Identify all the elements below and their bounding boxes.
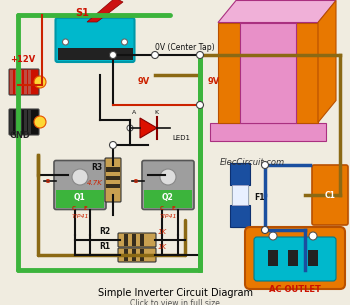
Circle shape — [269, 232, 277, 240]
FancyBboxPatch shape — [54, 160, 106, 210]
Polygon shape — [87, 0, 123, 22]
Text: A: A — [132, 110, 136, 115]
Text: E: E — [84, 206, 88, 210]
FancyBboxPatch shape — [312, 165, 348, 225]
Text: C: C — [72, 206, 76, 210]
Bar — [23, 110, 27, 134]
Circle shape — [110, 52, 117, 59]
Text: B: B — [134, 179, 138, 184]
Text: B: B — [46, 179, 50, 184]
Bar — [28, 110, 31, 134]
Text: 0V (Center Tap): 0V (Center Tap) — [155, 44, 215, 52]
Bar — [19, 110, 22, 134]
FancyBboxPatch shape — [118, 233, 156, 247]
Text: Q1: Q1 — [74, 193, 86, 202]
Circle shape — [34, 76, 46, 88]
Text: 1K: 1K — [158, 229, 167, 235]
Bar — [240, 23, 296, 123]
Bar — [14, 110, 18, 134]
Circle shape — [196, 52, 203, 59]
Bar — [23, 70, 27, 94]
Text: GND: GND — [10, 131, 31, 140]
FancyBboxPatch shape — [142, 160, 194, 210]
Text: ElecCircuit.com: ElecCircuit.com — [220, 158, 285, 167]
Polygon shape — [318, 1, 336, 123]
Text: 9V: 9V — [138, 77, 150, 87]
Text: C1: C1 — [324, 191, 335, 199]
Polygon shape — [218, 1, 336, 23]
Text: +12V: +12V — [10, 55, 35, 64]
Text: R1: R1 — [99, 242, 110, 251]
FancyBboxPatch shape — [245, 227, 345, 289]
Bar — [230, 163, 250, 185]
Bar — [140, 234, 144, 246]
Bar — [14, 70, 18, 94]
Text: F1: F1 — [254, 193, 265, 202]
Text: AC OUTLET: AC OUTLET — [269, 285, 321, 294]
Bar — [106, 167, 120, 172]
Circle shape — [121, 39, 127, 45]
Circle shape — [309, 232, 317, 240]
Circle shape — [34, 116, 46, 128]
Bar — [10, 70, 13, 94]
Text: C: C — [160, 206, 164, 210]
Circle shape — [261, 227, 268, 234]
Circle shape — [110, 142, 117, 149]
Circle shape — [152, 52, 159, 59]
Bar — [218, 23, 240, 123]
FancyBboxPatch shape — [9, 109, 39, 135]
Text: Simple Inverter Circuit Diagram: Simple Inverter Circuit Diagram — [98, 288, 252, 298]
Bar — [268, 250, 278, 266]
FancyBboxPatch shape — [118, 248, 156, 262]
Bar — [19, 70, 22, 94]
Bar — [296, 23, 318, 123]
Circle shape — [127, 125, 133, 131]
Bar — [132, 234, 136, 246]
Bar — [124, 234, 128, 246]
Bar — [140, 249, 144, 261]
Text: 9V: 9V — [208, 77, 220, 87]
Bar — [132, 249, 136, 261]
FancyBboxPatch shape — [9, 69, 39, 95]
Bar — [232, 163, 248, 227]
FancyBboxPatch shape — [105, 158, 121, 202]
Polygon shape — [140, 118, 157, 138]
Bar — [124, 249, 128, 261]
Bar — [10, 110, 13, 134]
Circle shape — [261, 162, 268, 168]
Text: Click to view in full size: Click to view in full size — [130, 299, 220, 305]
Text: LED1: LED1 — [172, 135, 190, 141]
Text: TIP41: TIP41 — [71, 214, 89, 218]
Bar — [106, 176, 120, 180]
Text: E: E — [172, 206, 176, 210]
Bar — [57, 48, 133, 60]
Bar — [308, 250, 318, 266]
Bar — [230, 205, 250, 227]
Circle shape — [160, 169, 176, 185]
Text: Q2: Q2 — [162, 193, 174, 202]
FancyBboxPatch shape — [254, 237, 336, 281]
Text: TIP41: TIP41 — [159, 214, 177, 218]
Circle shape — [72, 169, 88, 185]
Text: R2: R2 — [99, 227, 110, 236]
Bar — [210, 123, 326, 141]
Text: 4.7K: 4.7K — [87, 180, 103, 186]
Bar — [144, 189, 192, 207]
Bar — [56, 189, 104, 207]
Bar — [28, 70, 31, 94]
Circle shape — [63, 39, 69, 45]
Circle shape — [196, 102, 203, 109]
Bar — [288, 250, 298, 266]
FancyBboxPatch shape — [56, 18, 134, 62]
Text: 1K: 1K — [158, 244, 167, 250]
Text: K: K — [154, 110, 158, 115]
Text: R3: R3 — [91, 163, 102, 172]
Text: S1: S1 — [75, 8, 89, 18]
Bar — [232, 185, 248, 205]
Bar — [106, 184, 120, 188]
